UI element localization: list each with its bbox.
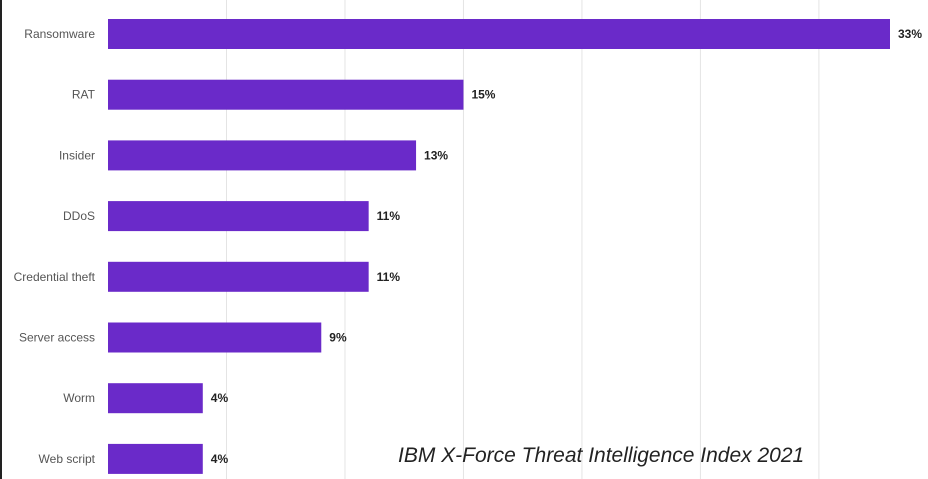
- bar: [108, 322, 322, 353]
- value-label: 11%: [377, 270, 401, 284]
- category-label: Credential theft: [14, 270, 96, 284]
- value-label: 13%: [424, 148, 448, 162]
- grid-lines: [225, 0, 820, 479]
- category-labels: Ransomware RAT Insider DDoS Credential theft…: [14, 27, 96, 466]
- bar: [108, 19, 890, 49]
- value-label: 11%: [377, 209, 401, 223]
- category-label: RAT: [72, 88, 96, 102]
- value-label: 4%: [211, 452, 229, 466]
- bar: [108, 261, 369, 292]
- bar: [108, 201, 369, 232]
- value-labels: 33% 15% 13% 11% 11% 9% 4% 4%: [211, 27, 923, 466]
- category-label: Ransomware: [24, 27, 95, 41]
- value-label: 15%: [471, 88, 495, 102]
- category-label: Insider: [59, 148, 95, 162]
- value-label: 9%: [329, 331, 347, 345]
- bar-series: [108, 19, 890, 474]
- bar: [108, 443, 203, 474]
- bar: [108, 79, 464, 110]
- category-label: Web script: [39, 452, 96, 466]
- category-label: Worm: [63, 391, 95, 405]
- category-label: DDoS: [63, 209, 95, 223]
- value-label: 4%: [211, 391, 229, 405]
- value-label: 33%: [898, 27, 922, 41]
- bar: [108, 383, 203, 414]
- source-caption: IBM X-Force Threat Intelligence Index 20…: [398, 444, 805, 467]
- bar: [108, 140, 417, 171]
- category-label: Server access: [19, 331, 95, 345]
- left-border: [0, 0, 2, 479]
